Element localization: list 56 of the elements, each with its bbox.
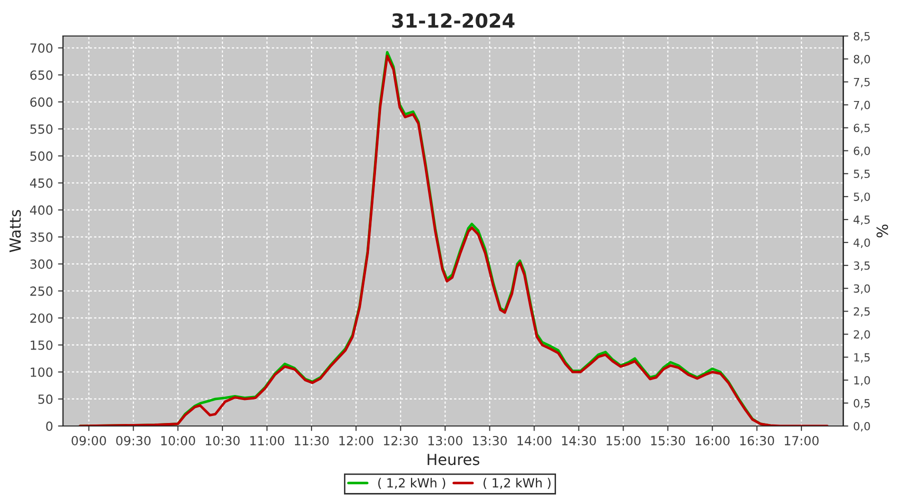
x-tick-label: 09:00 xyxy=(72,436,106,446)
y-tick-label: 700 xyxy=(30,43,52,53)
y2-tick-label: 1,5 xyxy=(854,353,870,363)
x-tick-label: 12:30 xyxy=(384,436,418,446)
y2-tick-label: 2,5 xyxy=(854,307,870,317)
x-tick-label: 11:30 xyxy=(294,436,329,446)
y2-tick-label: 0,0 xyxy=(854,422,870,432)
y2-axis-title: % xyxy=(876,224,888,238)
y-tick-label: 150 xyxy=(30,340,52,350)
x-axis-title: Heures xyxy=(428,454,480,466)
y-tick-label: 0 xyxy=(46,421,52,431)
x-tick-label: 17:00 xyxy=(784,436,819,446)
y-tick-label: 400 xyxy=(30,205,52,215)
x-tick-label: 09:30 xyxy=(116,436,151,446)
x-tick-label: 15:00 xyxy=(606,436,640,446)
y2-tick-label: 5,5 xyxy=(854,170,870,180)
y2-tick-label: 3,0 xyxy=(854,284,870,294)
y2-tick-label: 5,0 xyxy=(854,192,870,202)
y2-tick-label: 4,5 xyxy=(854,216,870,226)
x-tick-label: 16:00 xyxy=(696,436,730,446)
y2-tick-label: 7,5 xyxy=(854,78,870,88)
y2-tick-label: 7,0 xyxy=(854,100,870,110)
x-tick-label: 12:00 xyxy=(339,436,374,446)
x-tick-label: 15:30 xyxy=(651,436,686,446)
y-tick-label: 300 xyxy=(30,259,52,269)
x-tick-label: 10:00 xyxy=(161,436,196,446)
y-tick-label: 450 xyxy=(30,178,52,188)
y-axis-title: Watts xyxy=(10,210,21,252)
y2-tick-label: 0,5 xyxy=(854,399,870,409)
y-tick-label: 100 xyxy=(30,367,52,377)
legend-label: ( 1,2 kWh ) xyxy=(484,478,550,490)
y-tick-label: 50 xyxy=(38,394,52,404)
x-tick-label: 13:30 xyxy=(473,436,507,446)
legend-label: ( 1,2 kWh ) xyxy=(378,478,446,490)
x-tick-label: 13:00 xyxy=(428,436,462,446)
y-tick-label: 650 xyxy=(30,70,52,80)
y-tick-label: 500 xyxy=(30,151,52,161)
y-tick-label: 550 xyxy=(30,124,52,134)
y-tick-label: 250 xyxy=(30,286,52,296)
y-tick-label: 600 xyxy=(30,97,52,107)
y-tick-label: 200 xyxy=(30,313,52,323)
y2-tick-label: 2,0 xyxy=(854,330,870,340)
y2-tick-label: 1,0 xyxy=(854,376,870,386)
y-tick-label: 350 xyxy=(30,232,52,242)
x-tick-label: 11:00 xyxy=(250,436,284,446)
y2-tick-label: 8,0 xyxy=(854,54,870,64)
y2-tick-label: 3,5 xyxy=(854,261,870,271)
x-tick-label: 14:00 xyxy=(518,436,552,446)
x-tick-label: 16:30 xyxy=(740,436,774,446)
x-tick-label: 14:30 xyxy=(562,436,596,446)
chart-title: 31-12-2024 xyxy=(392,13,514,28)
x-tick-label: 10:30 xyxy=(206,436,240,446)
y2-tick-label: 4,0 xyxy=(854,238,870,248)
y2-tick-label: 8,5 xyxy=(854,32,870,42)
y2-tick-label: 6,5 xyxy=(854,124,870,134)
y2-tick-label: 6,0 xyxy=(854,146,870,156)
